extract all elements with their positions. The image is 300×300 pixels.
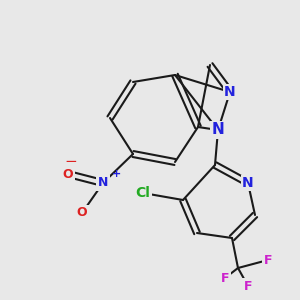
Text: −: −: [64, 154, 77, 169]
Text: +: +: [112, 169, 121, 179]
Text: O: O: [77, 206, 87, 220]
Text: N: N: [212, 122, 224, 137]
Text: F: F: [244, 280, 252, 292]
Text: O: O: [63, 167, 73, 181]
Text: F: F: [221, 272, 229, 284]
Text: Cl: Cl: [136, 186, 150, 200]
Text: N: N: [224, 85, 236, 99]
Text: N: N: [98, 176, 108, 190]
Text: N: N: [242, 176, 254, 190]
Text: F: F: [264, 254, 272, 266]
